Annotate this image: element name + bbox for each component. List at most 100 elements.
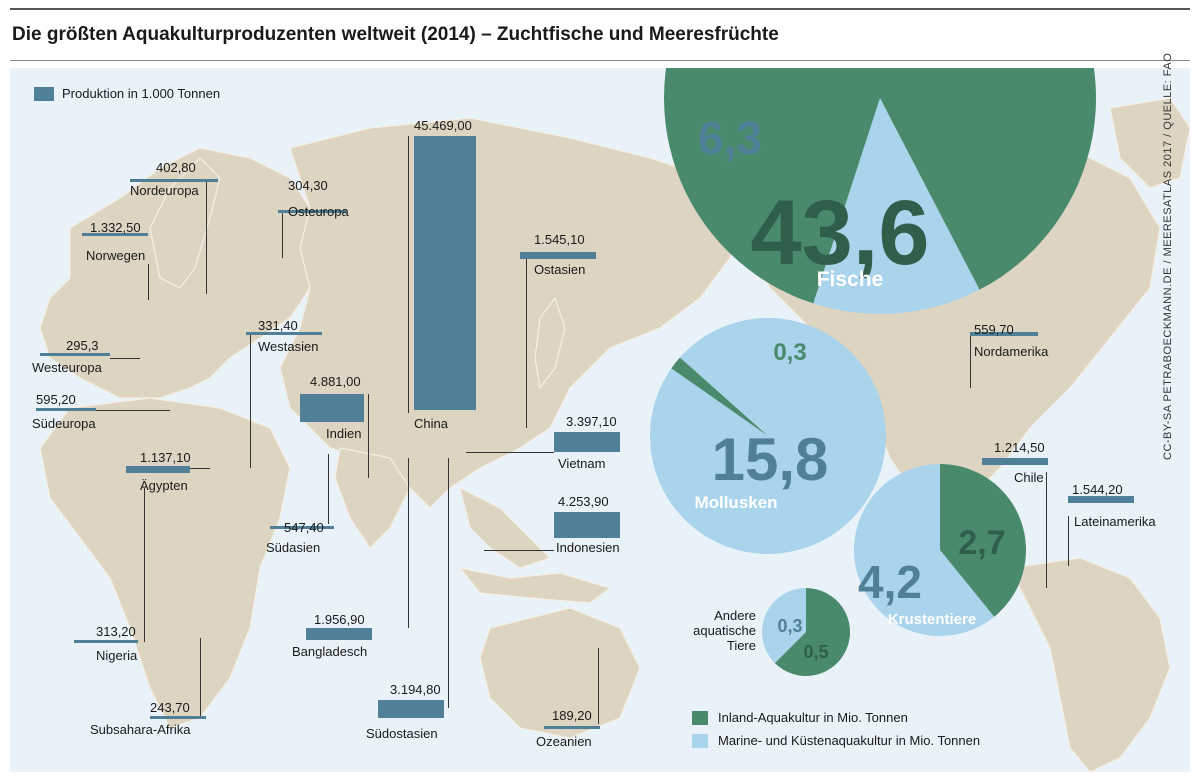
- legend-marine-swatch: [692, 733, 708, 748]
- land-south-america: [1009, 557, 1171, 772]
- land-southeast-asia: [459, 486, 552, 569]
- bar-category-label: Subsahara-Afrika: [90, 722, 191, 737]
- legend-marine-label: Marine- und Küstenaquakultur in Mio. Ton…: [718, 733, 981, 748]
- other-animals-label-line1: Andere: [714, 608, 756, 623]
- other-animals-label-line3: Tiere: [726, 638, 756, 653]
- pie-inland-value: 2,7: [958, 524, 1005, 562]
- bar-value-label: 243,70: [150, 700, 190, 715]
- pie-group-name: Krustentiere: [888, 611, 976, 628]
- bar-category-label: Norwegen: [86, 248, 146, 263]
- pie-slice-marine: [854, 464, 995, 636]
- bar-category-label: Bangladesch: [292, 644, 368, 659]
- bar-category-label: Indien: [326, 426, 362, 441]
- bar-ostasien: [520, 252, 596, 259]
- bar-value-label: 402,80: [156, 160, 196, 175]
- bar-value-label: 304,30: [288, 178, 328, 193]
- title-rule: [10, 60, 1190, 61]
- bar-category-label: Nordeuropa: [130, 183, 199, 198]
- bar-category-label: Ostasien: [534, 262, 586, 277]
- legend-inland-label: Inland-Aquakultur in Mio. Tonnen: [718, 710, 908, 725]
- pie-marine-value: 0,3: [777, 616, 802, 636]
- bar-leader-line: [328, 454, 329, 524]
- bar-value-label: 3.194,80: [390, 682, 441, 697]
- land-scandinavia: [149, 157, 221, 289]
- legend-marine: Marine- und Küstenaquakultur in Mio. Ton…: [692, 733, 980, 748]
- bar-value-label: 595,20: [36, 392, 76, 407]
- pie-slice-inland: [664, 68, 1096, 304]
- pie-inland-value: 43,6: [750, 182, 929, 284]
- production-legend: Produktion in 1.000 Tonnen: [34, 86, 220, 101]
- bar-südeuropa: [36, 408, 96, 411]
- bar-category-label: Nordamerika: [974, 344, 1049, 359]
- bar-category-label: Südasien: [266, 540, 321, 555]
- bar-category-label: Lateinamerika: [1074, 514, 1156, 529]
- bar-category-label: Westeuropa: [32, 360, 102, 375]
- pie-slice-marine: [650, 317, 887, 554]
- bar-category-label: Südeuropa: [32, 416, 96, 431]
- bar-leader-line: [190, 468, 210, 469]
- other-animals-label: Andere aquatische Tiere: [682, 608, 756, 653]
- bar-value-label: 559,70: [974, 322, 1014, 337]
- bar-ägypten: [126, 466, 190, 473]
- chart-title: Die größten Aquakulturproduzenten weltwe…: [12, 24, 779, 45]
- bar-category-label: Osteuropa: [288, 204, 349, 219]
- bar-leader-line: [200, 638, 201, 716]
- pie-inland-value: 0,3: [773, 339, 806, 366]
- pie-slice-inland: [671, 357, 768, 436]
- bar-norwegen: [82, 233, 148, 236]
- bar-nigeria: [74, 640, 138, 643]
- legend-inland-swatch: [692, 710, 708, 725]
- bar-ozeanien: [544, 726, 600, 729]
- bar-category-label: China: [414, 416, 448, 431]
- bar-category-label: Ägypten: [140, 478, 188, 493]
- bar-value-label: 189,20: [552, 708, 592, 723]
- pie-marine-value: 15,8: [712, 426, 829, 493]
- bar-leader-line: [466, 452, 554, 453]
- bar-indonesien: [554, 512, 620, 538]
- bar-lateinamerika: [1068, 496, 1134, 503]
- bar-indien: [300, 394, 364, 422]
- bar-osteuropa: [278, 210, 346, 213]
- pie-marine-value: 4,2: [858, 556, 922, 608]
- bar-südostasien: [378, 700, 444, 718]
- bar-value-label: 1.545,10: [534, 232, 585, 247]
- bar-value-label: 1.332,50: [90, 220, 141, 235]
- bar-leader-line: [448, 458, 449, 708]
- bar-leader-line: [144, 488, 145, 642]
- pie-slice-inland: [774, 588, 851, 676]
- bar-value-label: 331,40: [258, 318, 298, 333]
- map-panel: Produktion in 1.000 Tonnen 402,80 Nordeur…: [10, 68, 1190, 772]
- bar-westeuropa: [40, 353, 110, 356]
- pie-inland-value: 0,5: [803, 642, 828, 662]
- legend-inland: Inland-Aquakultur in Mio. Tonnen: [692, 710, 908, 725]
- bar-value-label: 1.956,90: [314, 612, 365, 627]
- land-indonesia: [458, 567, 612, 604]
- bar-category-label: Nigeria: [96, 648, 138, 663]
- bar-leader-line: [484, 550, 554, 551]
- bar-value-label: 313,20: [96, 624, 136, 639]
- bar-category-label: Ozeanien: [536, 734, 592, 749]
- other-animals-label-line2: aquatische: [693, 623, 756, 638]
- bar-nordeuropa: [130, 179, 218, 182]
- bar-leader-line: [408, 136, 409, 413]
- bar-leader-line: [408, 458, 409, 628]
- bar-category-label: Indonesien: [556, 540, 620, 555]
- pie-slice-inland: [940, 464, 1026, 617]
- land-africa: [39, 397, 291, 729]
- production-legend-label: Produktion in 1.000 Tonnen: [62, 86, 221, 101]
- bar-südasien: [270, 526, 334, 529]
- land-greenland: [1109, 97, 1190, 189]
- bar-value-label: 295,3: [66, 338, 99, 353]
- bar-leader-line: [110, 358, 140, 359]
- land-india: [334, 447, 411, 549]
- bar-leader-line: [282, 210, 283, 258]
- bar-category-label: Vietnam: [558, 456, 606, 471]
- bar-leader-line: [1068, 516, 1069, 566]
- bar-value-label: 547,40: [284, 520, 324, 535]
- bar-value-label: 4.881,00: [310, 374, 361, 389]
- bar-category-label: Südostasien: [366, 726, 438, 741]
- bar-leader-line: [250, 332, 251, 468]
- bar-chile: [982, 458, 1048, 465]
- bar-value-label: 1.544,20: [1072, 482, 1123, 497]
- bar-westasien: [246, 332, 322, 335]
